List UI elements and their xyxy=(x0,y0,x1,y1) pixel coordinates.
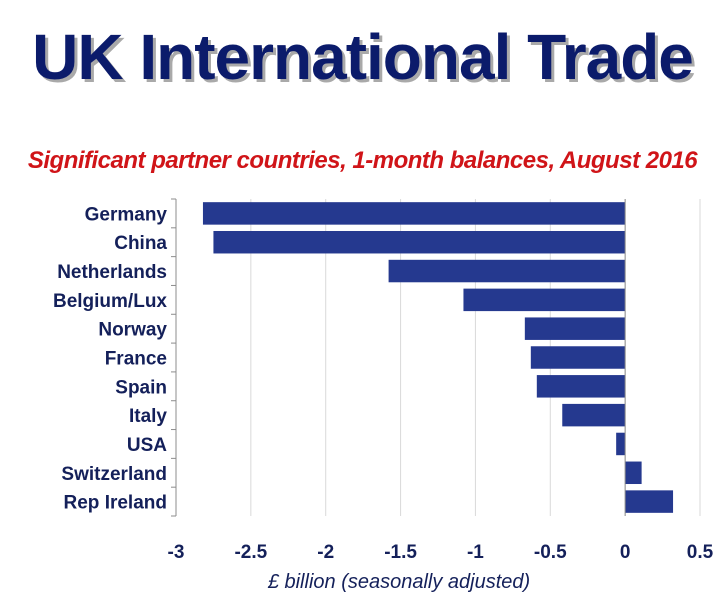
category-label: Italy xyxy=(129,406,167,427)
category-label: Rep Ireland xyxy=(64,493,167,514)
x-tick-label: -3 xyxy=(168,542,185,563)
bar xyxy=(616,432,626,456)
bar xyxy=(463,288,626,312)
x-tick-label: -2.5 xyxy=(234,542,267,563)
bar xyxy=(213,230,626,254)
category-label: USA xyxy=(127,435,167,456)
x-tick-label: -1 xyxy=(467,542,484,563)
chart-subtitle: Significant partner countries, 1-month b… xyxy=(27,147,698,174)
bar xyxy=(562,403,626,427)
category-label: Germany xyxy=(85,204,168,225)
bar xyxy=(524,317,626,340)
x-tick-label: 0 xyxy=(620,542,631,563)
category-label: Belgium/Lux xyxy=(53,291,167,312)
bar xyxy=(625,461,642,485)
bar xyxy=(388,259,626,283)
category-label: Spain xyxy=(115,377,167,398)
category-label: France xyxy=(105,349,167,370)
bar xyxy=(530,346,626,369)
category-label: China xyxy=(114,233,167,254)
x-axis-title: £ billion (seasonally adjusted) xyxy=(267,571,530,593)
x-tick-labels: -3 -2.5 -2 -1.5 -1 -0.5 0 0.5 xyxy=(168,542,714,563)
category-label: Netherlands xyxy=(57,262,167,283)
bar xyxy=(625,490,674,513)
bars xyxy=(202,202,674,513)
x-tick-label: 0.5 xyxy=(687,542,714,563)
chart-title: UK International Trade xyxy=(32,21,694,93)
bar xyxy=(202,202,626,225)
category-label: Norway xyxy=(98,320,167,341)
category-labels: Germany China Netherlands Belgium/Lux Norway… xyxy=(53,204,167,513)
category-label: Switzerland xyxy=(61,464,167,485)
x-tick-label: -2 xyxy=(317,542,334,563)
x-tick-label: -1.5 xyxy=(384,542,417,563)
bar xyxy=(536,375,626,398)
x-tick-label: -0.5 xyxy=(534,542,567,563)
axes xyxy=(171,198,626,517)
